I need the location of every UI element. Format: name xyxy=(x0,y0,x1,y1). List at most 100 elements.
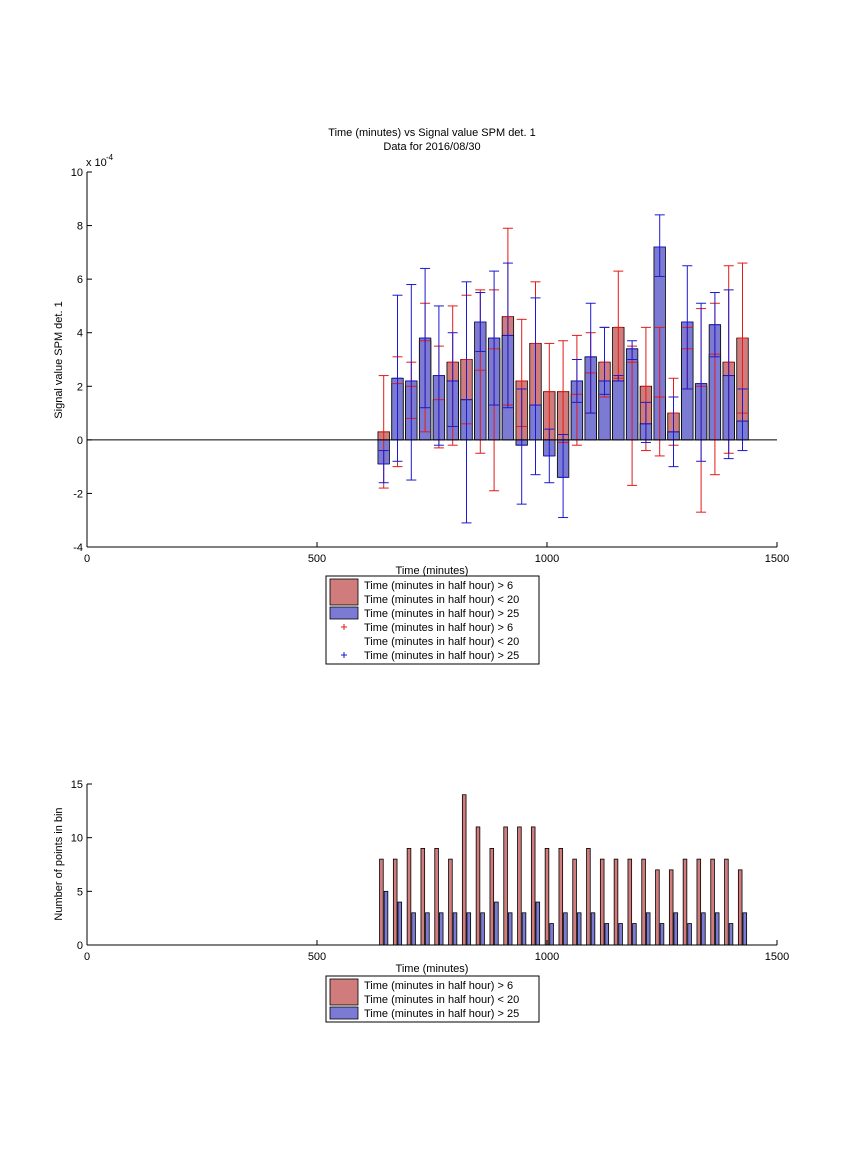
chart-top-legend-label-1-a: Time (minutes in half hour) > 25 xyxy=(364,608,519,620)
chart-bottom-bar-s0-10 xyxy=(517,826,522,946)
chart-bottom-ytick-label-1: 5 xyxy=(77,886,83,898)
chart-bottom-bar-s0-3 xyxy=(420,848,426,946)
chart-top-errbar-s1-24 xyxy=(709,292,720,358)
chart-bottom-bar-s1-6 xyxy=(466,912,472,946)
chart-bottom-xtick-label-1: 500 xyxy=(308,951,326,963)
chart-top-legend-swatch-1 xyxy=(329,606,359,620)
signal-chart-exponent-base: x 10 xyxy=(86,157,107,169)
chart-top-xtick-label-1: 500 xyxy=(308,553,326,565)
chart-bottom-bar-s1-12 xyxy=(549,923,554,946)
chart-top-errbar-s1-8 xyxy=(489,270,500,406)
chart-bottom-bar-s1-5 xyxy=(452,912,458,946)
signal-chart-ylabel: Signal value SPM det. 1 xyxy=(53,301,65,418)
chart-top-errbar-s1-17 xyxy=(613,375,624,382)
chart-bottom-bar-s1-8 xyxy=(494,901,499,946)
chart-bottom-bar-s0-4 xyxy=(434,848,439,946)
chart-bottom-bar-s0-19 xyxy=(641,858,646,946)
chart-top-errbar-s1-3 xyxy=(420,267,431,409)
chart-bottom-bar-s0-0 xyxy=(379,858,384,946)
chart-bottom-ytick-label-2: 10 xyxy=(71,833,83,845)
chart-bottom-bar-s0-18 xyxy=(627,858,633,946)
chart-top-errbar-s1-10 xyxy=(516,388,527,505)
chart-top-ytick-label-6: 8 xyxy=(77,221,83,233)
figure-title-line1: Time (minutes) vs Signal value SPM det. … xyxy=(328,127,535,139)
chart-bottom-bar-s1-26 xyxy=(742,912,748,946)
chart-bottom-bar-s1-9 xyxy=(507,912,513,946)
chart-bottom-bar-s0-16 xyxy=(599,858,605,946)
chart-bottom-bar-s1-11 xyxy=(535,901,541,946)
chart-bottom-xtick-label-3: 1500 xyxy=(765,951,789,963)
chart-top-xtick-label-0: 0 xyxy=(84,553,90,565)
signal-chart-legend: Time (minutes in half hour) > 6 Time (min… xyxy=(325,575,540,665)
chart-bottom-bar-s0-26 xyxy=(737,869,743,946)
chart-top-ytick-label-5: 6 xyxy=(77,274,83,286)
chart-bottom-legend-swatch-0 xyxy=(329,978,359,1006)
chart-top-xtick-label-3: 1500 xyxy=(765,553,789,565)
chart-top-legend-marker-3 xyxy=(341,652,347,658)
chart-top-errbar-s1-7 xyxy=(475,292,486,352)
chart-bottom-ytick-label-0: 0 xyxy=(77,940,83,952)
chart-bottom-bar-s0-24 xyxy=(710,858,715,946)
chart-bottom-bar-s0-14 xyxy=(572,858,577,946)
chart-top-legend-label-0-b: Time (minutes in half hour) < 20 xyxy=(364,594,519,606)
chart-top-legend-swatch-0 xyxy=(329,578,359,606)
chart-top-errbar-s1-0 xyxy=(378,450,389,484)
chart-bottom-bar-s1-10 xyxy=(521,912,527,946)
chart-top-legend-label-0-a: Time (minutes in half hour) > 6 xyxy=(364,580,513,592)
chart-bottom-legend-label-0-b: Time (minutes in half hour) < 20 xyxy=(364,994,519,1006)
chart-top-errbar-s0-17 xyxy=(613,270,624,379)
chart-top-errbar-s1-25 xyxy=(723,289,734,460)
chart-bottom-bar-s1-3 xyxy=(425,912,430,946)
count-chart-legend: Time (minutes in half hour) > 6 Time (min… xyxy=(325,975,540,1023)
signal-chart-xlabel: Time (minutes) xyxy=(396,565,469,577)
signal-chart: 0 500 1000 1500 -4 -2 0 2 4 6 8 10 x 10 -4 Time (mi… xyxy=(53,153,789,665)
chart-bottom-bar-s1-20 xyxy=(659,923,665,946)
chart-bottom-legend-swatch-1 xyxy=(329,1006,359,1020)
chart-top-errbar-s1-14 xyxy=(571,359,582,403)
chart-bottom-xtick-label-2: 1000 xyxy=(535,951,559,963)
signal-chart-exponent-power: -4 xyxy=(106,153,114,162)
chart-top-legend-box xyxy=(325,575,540,665)
chart-top-ytick-label-2: 0 xyxy=(77,435,83,447)
chart-bottom-xtick-label-0: 0 xyxy=(84,951,90,963)
chart-top-legend-label-2-a: Time (minutes in half hour) > 6 xyxy=(364,622,513,634)
count-chart: 0 500 1000 1500 0 5 10 15 Time (minutes) Number… xyxy=(53,779,789,1023)
chart-bottom-bar-s1-14 xyxy=(576,912,582,946)
chart-bottom-bar-s0-8 xyxy=(489,848,495,946)
chart-bottom-bar-s1-21 xyxy=(673,912,679,946)
chart-bottom-bar-s0-5 xyxy=(448,858,453,946)
chart-top-errbar-s0-26 xyxy=(737,262,748,414)
chart-top-errbar-s1-20 xyxy=(654,214,665,277)
chart-bottom-bar-s0-17 xyxy=(613,858,619,946)
chart-bottom-bar-s0-23 xyxy=(696,858,702,946)
chart-bottom-bar-s0-2 xyxy=(406,848,412,946)
chart-bottom-bar-s0-21 xyxy=(668,869,674,946)
chart-top-legend-label-3-a: Time (minutes in half hour) > 25 xyxy=(364,650,519,662)
chart-top-ytick-label-1: -2 xyxy=(73,488,83,500)
chart-bottom-legend-box xyxy=(325,975,540,1023)
chart-bottom-bar-s1-4 xyxy=(438,912,444,946)
chart-bottom-bar-s1-25 xyxy=(728,923,734,946)
chart-bottom-bar-s1-19 xyxy=(645,912,651,946)
chart-top-errbar-s1-9 xyxy=(502,262,513,409)
chart-bottom-bar-s0-1 xyxy=(392,858,398,946)
chart-top-errbar-s1-15 xyxy=(585,302,596,414)
chart-bottom-legend-label-1-a: Time (minutes in half hour) > 25 xyxy=(364,1008,519,1020)
chart-bottom-bar-s0-7 xyxy=(475,826,481,946)
chart-top-errbar-s1-13 xyxy=(558,434,569,519)
chart-bottom-bar-s1-16 xyxy=(604,923,610,946)
chart-bottom-bar-s1-22 xyxy=(687,923,692,946)
chart-bottom-bar-s1-17 xyxy=(618,923,623,946)
chart-top-errbar-s1-23 xyxy=(696,302,707,462)
chart-bottom-bar-s0-25 xyxy=(724,858,729,946)
chart-bottom-bar-s1-18 xyxy=(632,923,637,946)
chart-bottom-bar-s0-13 xyxy=(558,848,564,946)
chart-top-legend-marker-2 xyxy=(341,624,347,630)
chart-top-ytick-label-3: 2 xyxy=(77,381,83,393)
chart-top-errbar-s1-22 xyxy=(682,265,693,390)
chart-bottom-ytick-label-3: 15 xyxy=(71,779,83,791)
chart-top-errbar-s1-18 xyxy=(627,340,638,360)
chart-bottom-bar-s1-0 xyxy=(383,890,389,946)
chart-bottom-bar-s0-12 xyxy=(544,848,550,946)
